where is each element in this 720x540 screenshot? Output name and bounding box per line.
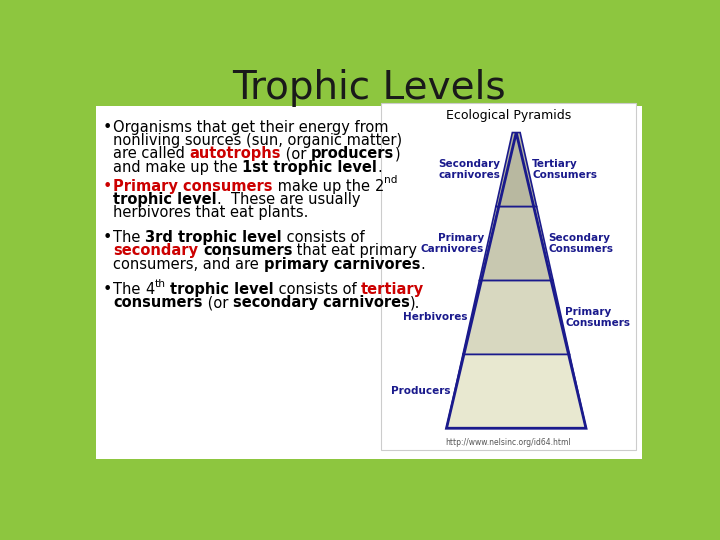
Text: are called: are called: [113, 146, 190, 161]
Text: Producers: Producers: [392, 386, 451, 396]
Text: ): ): [395, 146, 400, 161]
Text: th: th: [155, 279, 166, 288]
Text: Ecological Pyramids: Ecological Pyramids: [446, 109, 571, 122]
Polygon shape: [463, 280, 570, 354]
Text: herbivores that eat plants.: herbivores that eat plants.: [113, 205, 309, 220]
Text: trophic level: trophic level: [170, 282, 274, 297]
Text: autotrophs: autotrophs: [190, 146, 282, 161]
Polygon shape: [496, 132, 536, 206]
Text: nd: nd: [384, 176, 397, 185]
FancyBboxPatch shape: [381, 103, 636, 450]
Text: and make up the: and make up the: [113, 159, 243, 174]
Text: Primary
Consumers: Primary Consumers: [565, 307, 630, 328]
Text: Secondary
Consumers: Secondary Consumers: [549, 233, 613, 254]
Text: Herbivores: Herbivores: [402, 312, 467, 322]
Text: (or: (or: [282, 146, 311, 161]
Polygon shape: [446, 354, 586, 428]
Text: Primary
Carnivores: Primary Carnivores: [420, 233, 484, 254]
Text: •: •: [102, 231, 112, 245]
Text: Tertiary
Consumers: Tertiary Consumers: [532, 159, 597, 180]
Text: consists of: consists of: [274, 282, 361, 297]
Text: nonliving sources (sun, organic matter): nonliving sources (sun, organic matter): [113, 133, 402, 148]
Text: 2: 2: [374, 179, 384, 194]
FancyBboxPatch shape: [96, 106, 642, 459]
Text: 4: 4: [145, 282, 155, 297]
Text: •: •: [102, 120, 112, 135]
Text: trophic level: trophic level: [113, 192, 217, 207]
Text: secondary: secondary: [113, 244, 198, 259]
Text: •: •: [102, 179, 112, 194]
Text: .  These are usually: . These are usually: [217, 192, 361, 207]
Text: make up the: make up the: [273, 179, 374, 194]
Text: 3rd trophic level: 3rd trophic level: [145, 231, 282, 245]
Text: 1st trophic level: 1st trophic level: [243, 159, 377, 174]
Text: Primary consumers: Primary consumers: [113, 179, 273, 194]
Text: •: •: [102, 282, 112, 297]
Text: consists of: consists of: [282, 231, 364, 245]
Text: Organisms that get their energy from: Organisms that get their energy from: [113, 120, 389, 135]
Text: .: .: [377, 159, 382, 174]
Text: http://www.nelsinc.org/id64.html: http://www.nelsinc.org/id64.html: [446, 437, 571, 447]
Text: that eat primary: that eat primary: [292, 244, 418, 259]
Text: (or: (or: [203, 295, 233, 310]
Text: The: The: [113, 231, 145, 245]
Text: ).: ).: [410, 295, 420, 310]
Polygon shape: [480, 206, 553, 280]
Text: primary carnivores: primary carnivores: [264, 256, 420, 272]
Text: Secondary
carnivores: Secondary carnivores: [438, 159, 500, 180]
Text: consumers, and are: consumers, and are: [113, 256, 264, 272]
Text: .: .: [420, 256, 425, 272]
Text: producers: producers: [311, 146, 395, 161]
Text: secondary carnivores: secondary carnivores: [233, 295, 410, 310]
Text: tertiary: tertiary: [361, 282, 424, 297]
Text: consumers: consumers: [203, 244, 292, 259]
Text: consumers: consumers: [113, 295, 203, 310]
Text: Trophic Levels: Trophic Levels: [232, 69, 506, 107]
Text: The: The: [113, 282, 145, 297]
